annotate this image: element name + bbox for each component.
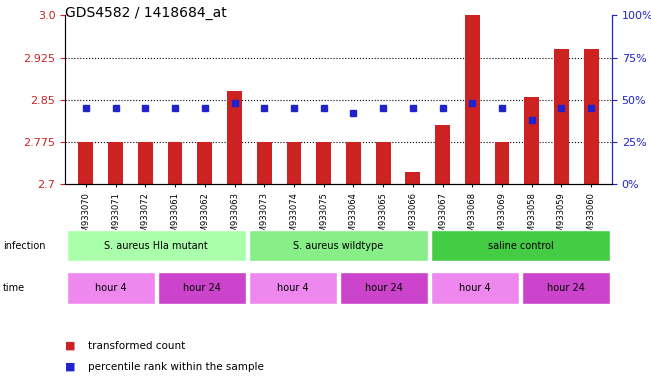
Text: S. aureus wildtype: S. aureus wildtype bbox=[294, 241, 383, 251]
FancyBboxPatch shape bbox=[66, 273, 155, 303]
Text: infection: infection bbox=[3, 241, 46, 251]
Bar bbox=[524, 97, 539, 184]
Bar bbox=[138, 142, 153, 184]
Text: percentile rank within the sample: percentile rank within the sample bbox=[88, 362, 264, 372]
Bar bbox=[79, 142, 93, 184]
Text: hour 4: hour 4 bbox=[95, 283, 126, 293]
Bar bbox=[435, 125, 450, 184]
FancyBboxPatch shape bbox=[249, 230, 428, 261]
FancyBboxPatch shape bbox=[522, 273, 611, 303]
Bar bbox=[316, 142, 331, 184]
Bar bbox=[346, 142, 361, 184]
Bar bbox=[465, 15, 480, 184]
Text: hour 4: hour 4 bbox=[460, 283, 491, 293]
Text: S. aureus Hla mutant: S. aureus Hla mutant bbox=[104, 241, 208, 251]
Text: hour 24: hour 24 bbox=[183, 283, 221, 293]
Text: time: time bbox=[3, 283, 25, 293]
Text: transformed count: transformed count bbox=[88, 341, 185, 351]
FancyBboxPatch shape bbox=[431, 273, 519, 303]
FancyBboxPatch shape bbox=[158, 273, 246, 303]
Text: ■: ■ bbox=[65, 341, 76, 351]
Text: ■: ■ bbox=[65, 362, 76, 372]
Bar bbox=[256, 142, 271, 184]
FancyBboxPatch shape bbox=[340, 273, 428, 303]
Text: hour 24: hour 24 bbox=[547, 283, 585, 293]
FancyBboxPatch shape bbox=[66, 230, 246, 261]
Text: saline control: saline control bbox=[488, 241, 553, 251]
Text: hour 24: hour 24 bbox=[365, 283, 403, 293]
Text: hour 4: hour 4 bbox=[277, 283, 309, 293]
Bar bbox=[227, 91, 242, 184]
Bar bbox=[554, 49, 569, 184]
Bar bbox=[197, 142, 212, 184]
Bar bbox=[406, 172, 421, 184]
Bar bbox=[584, 49, 598, 184]
Bar bbox=[108, 142, 123, 184]
FancyBboxPatch shape bbox=[431, 230, 611, 261]
Bar bbox=[376, 142, 391, 184]
Bar bbox=[495, 142, 509, 184]
Text: GDS4582 / 1418684_at: GDS4582 / 1418684_at bbox=[65, 6, 227, 20]
FancyBboxPatch shape bbox=[249, 273, 337, 303]
Bar bbox=[286, 142, 301, 184]
Bar bbox=[168, 142, 182, 184]
